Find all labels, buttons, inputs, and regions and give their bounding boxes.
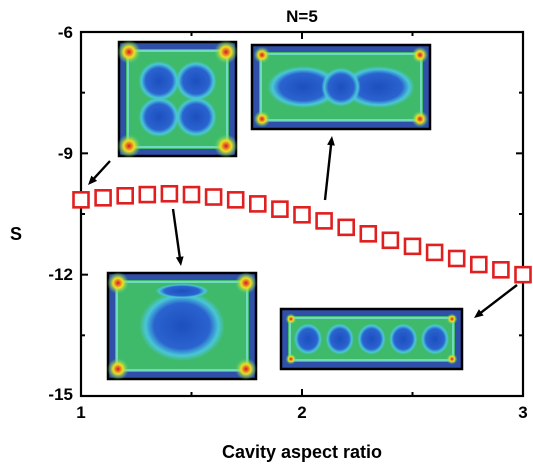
x-tick-label: 1: [76, 403, 85, 422]
y-tick-label: -12: [48, 265, 73, 284]
y-tick-label: -15: [48, 385, 73, 404]
data-point: [381, 231, 400, 250]
x-axis-label: Cavity aspect ratio: [222, 442, 382, 462]
inset-ratio-1-0: [117, 40, 238, 158]
data-point: [469, 255, 488, 274]
x-tick-label: 2: [297, 403, 306, 422]
data-point: [138, 185, 157, 204]
data-point: [359, 225, 378, 243]
y-tick-label: -6: [58, 23, 73, 42]
data-point: [182, 185, 201, 204]
data-point: [72, 191, 90, 209]
arrow: [171, 208, 184, 266]
data-point: [492, 261, 510, 279]
data-markers: [72, 184, 532, 284]
data-point: [94, 189, 112, 207]
data-point: [514, 265, 532, 284]
data-point: [160, 184, 179, 203]
arrow: [323, 136, 335, 201]
data-point: [447, 249, 466, 268]
y-tick-label: -9: [58, 144, 73, 163]
data-point: [315, 212, 333, 230]
data-point: [271, 200, 289, 218]
data-point: [204, 188, 223, 206]
inset-ratio-3-0: [279, 307, 464, 371]
data-point: [226, 191, 245, 209]
chart-title: N=5: [286, 7, 318, 26]
inset-ratio-2-1: [250, 43, 432, 131]
inset-ratio-1-4: [106, 271, 258, 381]
y-axis-label: S: [10, 224, 22, 244]
data-point: [403, 237, 422, 256]
field-insets: [106, 40, 464, 381]
x-tick-label: 3: [518, 403, 527, 422]
data-point: [425, 243, 444, 262]
axis-ticks: [80, 31, 524, 397]
arrow: [88, 160, 111, 185]
inset-arrows: [88, 136, 518, 318]
data-point: [293, 206, 311, 224]
arrow: [474, 284, 518, 318]
data-point: [337, 218, 356, 237]
data-point: [116, 187, 134, 205]
data-point: [249, 195, 267, 213]
